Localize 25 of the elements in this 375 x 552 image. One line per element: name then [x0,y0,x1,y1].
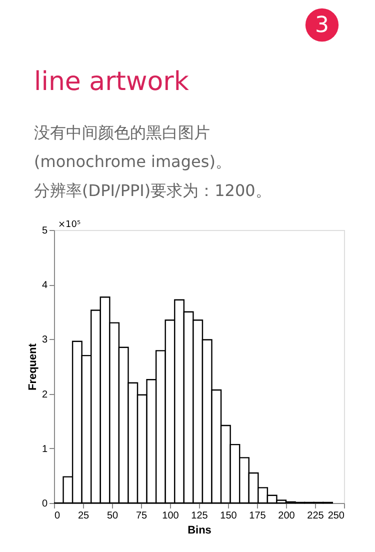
y-tick-label: 2 [42,389,48,400]
y-tick-label: 1 [42,444,48,455]
x-tick-label: 100 [162,510,180,522]
y-tick-label: 4 [42,280,48,292]
x-tick-label: 25 [78,510,90,522]
x-tick-label: 175 [249,510,266,522]
y-tick-label: 0 [42,498,48,510]
x-tick-label: 0 [54,510,60,522]
x-tick-label: 125 [191,510,208,522]
x-tick-label: 75 [136,510,148,522]
y-tick-label: 5 [42,226,48,236]
text: (monochrome images)。 [34,152,232,171]
chart-title: line artwork [34,67,189,97]
y-tick-label: 3 [42,334,48,346]
text: 分辨率(DPI/PPI)要求为：1200。 [34,181,272,200]
x-axis-title: Bins [188,524,212,536]
y-axis-title: Frequent [26,343,39,391]
text: 没有中间颜色的黑白图片 [34,123,210,142]
x-tick-label: 225 [307,510,324,522]
text: ×10⁵ [58,220,81,230]
text: 3 [315,13,329,38]
x-tick-label: 50 [106,510,118,522]
x-tick-label: 200 [278,510,296,522]
x-tick-label: 150 [220,510,238,522]
x-tick-label: 250 [328,510,345,522]
